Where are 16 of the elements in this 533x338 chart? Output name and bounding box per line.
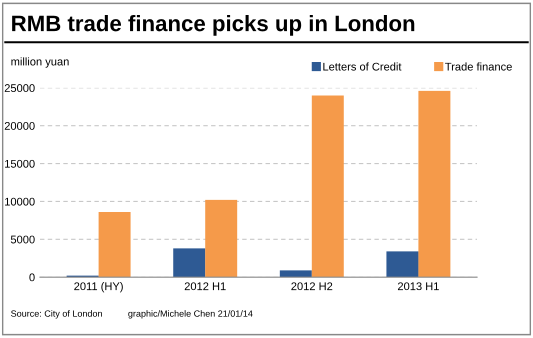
- x-tick-label: 2011 (HY): [74, 282, 123, 292]
- y-tick-label: 20000: [4, 122, 35, 130]
- x-tick-label: 2012 H1: [184, 282, 226, 290]
- chart-title: RMB trade finance picks up in London: [12, 14, 414, 36]
- legend-label: Trade finance: [445, 62, 512, 71]
- y-tick-label: 25000: [4, 84, 35, 92]
- y-axis-title: million yuan: [11, 57, 69, 68]
- y-tick-label: 0: [29, 273, 35, 282]
- legend-label: Letters of Credit: [323, 62, 402, 71]
- x-tick-label: 2013 H1: [398, 282, 439, 290]
- y-tick-label: 5000: [10, 236, 35, 244]
- y-tick-label: 15000: [5, 160, 35, 168]
- source-note: Source: City of London: [11, 310, 102, 319]
- text: graphic/Michele Chen 21/01/14: [128, 310, 253, 319]
- y-tick-label: 10000: [5, 198, 35, 206]
- x-tick-label: 2012 H2: [291, 282, 332, 290]
